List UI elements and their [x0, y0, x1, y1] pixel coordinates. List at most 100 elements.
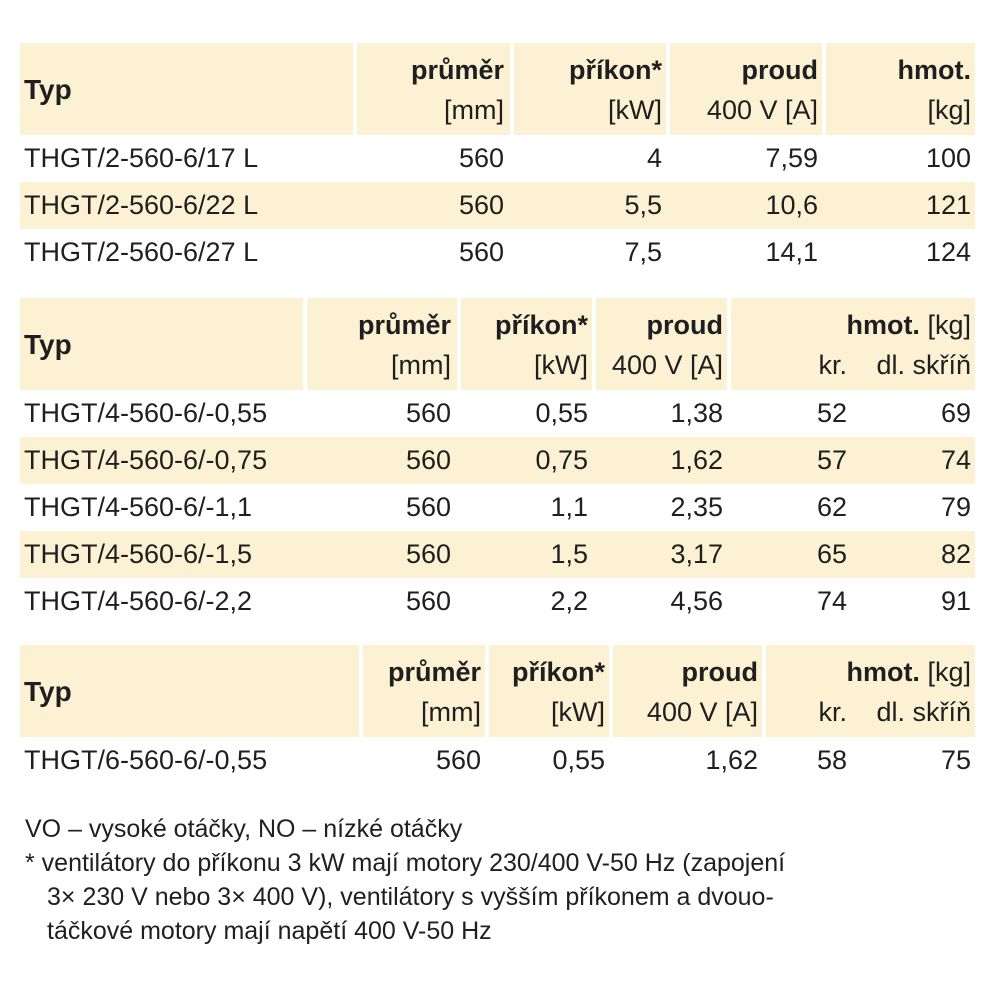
cell-typ: THGT/4-560-6/-0,55: [24, 398, 268, 428]
header-hmot-unit: [kg]: [927, 95, 971, 125]
header-cell-typ: Typ: [20, 43, 353, 135]
header-typ: Typ: [24, 74, 72, 105]
cell-hmot-dl-skrin: 74: [940, 445, 971, 475]
header-cell-prikon: příkon* [kW]: [514, 43, 666, 135]
header-hmot: hmot.: [846, 310, 920, 340]
table-row: THGT/4-560-6/-1,5 560 1,5 3,17 65 82: [20, 531, 975, 578]
cell-hmot-dl-skrin: 75: [940, 745, 971, 775]
header-prikon: příkon*: [494, 310, 588, 340]
footnotes: VO – vysoké otáčky, NO – nízké otáčky * …: [25, 812, 785, 948]
table-row: THGT/6-560-6/-0,55 560 0,55 1,62 58 75: [20, 737, 975, 784]
header-prikon-unit: [kW]: [551, 697, 605, 727]
cell-prumer: 560: [405, 445, 451, 475]
header-typ: Typ: [24, 329, 72, 360]
note-asterisk-line-1: * ventilátory do příkonu 3 kW mají motor…: [25, 849, 786, 877]
cell-hmot-dl-skrin: 82: [940, 539, 971, 569]
header-cell-prikon: příkon* [kW]: [489, 645, 609, 737]
cell-proud: 10,6: [765, 190, 818, 220]
header-proud-unit: 400 V [A]: [646, 697, 758, 727]
cell-prikon: 7,5: [624, 237, 662, 267]
table-2-header: Typ průměr [mm] příkon* [kW] proud 400 V…: [20, 298, 975, 390]
table-row: THGT/4-560-6/-0,75 560 0,75 1,62 57 74: [20, 437, 975, 484]
cell-hmot: 124: [925, 237, 971, 267]
cell-hmot-kr: 52: [816, 398, 847, 428]
table-row: THGT/2-560-6/27 L 560 7,5 14,1 124: [20, 229, 975, 276]
header-cell-prumer: průměr [mm]: [363, 645, 485, 737]
table-row: THGT/4-560-6/-1,1 560 1,1 2,35 62 79: [20, 484, 975, 531]
header-dl-skrin: dl. skříň: [876, 697, 971, 727]
cell-typ: THGT/2-560-6/22 L: [24, 190, 259, 220]
cell-hmot-dl-skrin: 91: [940, 586, 971, 616]
cell-hmot-dl-skrin: 79: [940, 492, 971, 522]
header-prikon-unit: [kW]: [608, 95, 662, 125]
header-cell-typ: Typ: [20, 298, 303, 390]
header-proud-unit: 400 V [A]: [611, 350, 723, 380]
header-prumer-unit: [mm]: [421, 697, 481, 727]
cell-proud: 14,1: [765, 237, 818, 267]
cell-prumer: 560: [458, 237, 504, 267]
table-1: Typ průměr [mm] příkon* [kW] proud 400 V…: [20, 43, 975, 276]
cell-prikon: 4: [646, 143, 662, 173]
cell-prikon: 0,55: [535, 398, 588, 428]
header-kr: kr.: [818, 350, 847, 380]
header-hmot-unit: [kg]: [927, 310, 971, 340]
cell-hmot: 100: [925, 143, 971, 173]
header-cell-prumer: průměr [mm]: [307, 298, 457, 390]
table-row: THGT/2-560-6/17 L 560 4 7,59 100: [20, 135, 975, 182]
table-2: Typ průměr [mm] příkon* [kW] proud 400 V…: [20, 298, 975, 625]
table-row: THGT/2-560-6/22 L 560 5,5 10,6 121: [20, 182, 975, 229]
header-hmot-line: hmot. [kg]: [846, 308, 971, 342]
cell-typ: THGT/4-560-6/-1,5: [24, 539, 253, 569]
cell-prumer: 560: [405, 492, 451, 522]
header-prikon: příkon*: [568, 55, 662, 85]
cell-prumer: 560: [458, 143, 504, 173]
note-abbreviations: VO – vysoké otáčky, NO – nízké otáčky: [25, 815, 463, 843]
note-asterisk-line-2: 3× 230 V nebo 3× 400 V), ventilátory s v…: [47, 883, 774, 911]
cell-typ: THGT/4-560-6/-1,1: [24, 492, 253, 522]
cell-proud: 1,62: [705, 745, 758, 775]
header-cell-proud: proud 400 V [A]: [670, 43, 822, 135]
cell-prikon: 5,5: [624, 190, 662, 220]
header-prumer: průměr: [387, 657, 481, 687]
header-cell-prumer: průměr [mm]: [357, 43, 510, 135]
cell-proud: 1,38: [670, 398, 723, 428]
cell-proud: 2,35: [670, 492, 723, 522]
header-cell-proud: proud 400 V [A]: [596, 298, 727, 390]
header-cell-typ: Typ: [20, 645, 359, 737]
header-hmot-line: hmot. [kg]: [846, 655, 971, 689]
cell-typ: THGT/2-560-6/27 L: [24, 237, 259, 267]
cell-hmot-kr: 65: [816, 539, 847, 569]
header-proud: proud: [681, 657, 758, 687]
header-prumer-unit: [mm]: [444, 95, 504, 125]
header-proud: proud: [741, 55, 818, 85]
header-cell-hmot: hmot. [kg] kr. dl. skříň: [766, 645, 975, 737]
cell-prikon: 1,5: [550, 539, 588, 569]
cell-hmot-kr: 57: [816, 445, 847, 475]
header-cell-prikon: příkon* [kW]: [461, 298, 592, 390]
cell-hmot-kr: 58: [816, 745, 847, 775]
note-asterisk-line-3: táčkové motory mají napětí 400 V-50 Hz: [47, 917, 492, 945]
cell-prikon: 1,1: [550, 492, 588, 522]
cell-typ: THGT/4-560-6/-2,2: [24, 586, 253, 616]
header-kr: kr.: [818, 697, 847, 727]
header-proud: proud: [646, 310, 723, 340]
cell-proud: 3,17: [670, 539, 723, 569]
cell-prumer: 560: [405, 398, 451, 428]
cell-prumer: 560: [458, 190, 504, 220]
header-prikon-unit: [kW]: [534, 350, 588, 380]
cell-prikon: 0,75: [535, 445, 588, 475]
table-3: Typ průměr [mm] příkon* [kW] proud 400 V…: [20, 645, 975, 784]
table-row: THGT/4-560-6/-2,2 560 2,2 4,56 74 91: [20, 578, 975, 625]
header-dl-skrin: dl. skříň: [876, 350, 971, 380]
header-hmot: hmot.: [897, 55, 972, 85]
table-3-header: Typ průměr [mm] příkon* [kW] proud 400 V…: [20, 645, 975, 737]
header-cell-hmot: hmot. [kg] kr. dl. skříň: [731, 298, 975, 390]
cell-prumer: 560: [405, 586, 451, 616]
header-proud-unit: 400 V [A]: [706, 95, 818, 125]
header-prikon: příkon*: [511, 657, 605, 687]
cell-proud: 4,56: [670, 586, 723, 616]
header-cell-hmot: hmot. [kg]: [826, 43, 975, 135]
header-prumer-unit: [mm]: [391, 350, 451, 380]
header-prumer: průměr: [357, 310, 451, 340]
table-row: THGT/4-560-6/-0,55 560 0,55 1,38 52 69: [20, 390, 975, 437]
